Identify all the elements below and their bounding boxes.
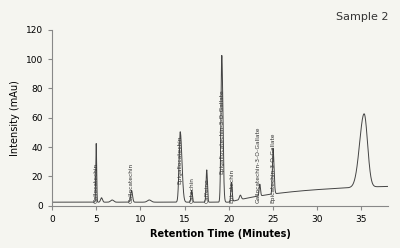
- Y-axis label: Intensity (mAu): Intensity (mAu): [10, 80, 20, 156]
- Text: Epicatechin: Epicatechin: [229, 169, 234, 203]
- Text: Epicatechin-3-O-Gallate: Epicatechin-3-O-Gallate: [270, 132, 276, 203]
- Text: Gallocatechin: Gallocatechin: [129, 163, 134, 203]
- Text: Caffeine: Caffeine: [204, 178, 209, 203]
- Text: Gallocatechin-3-O-Gallate: Gallocatechin-3-O-Gallate: [256, 126, 260, 203]
- Text: Catechin: Catechin: [189, 177, 194, 203]
- Text: Gallocatechin: Gallocatechin: [94, 163, 99, 203]
- X-axis label: Retention Time (Minutes): Retention Time (Minutes): [150, 229, 290, 239]
- Text: Epigallocatechin: Epigallocatechin: [178, 135, 183, 184]
- Text: Sample 2: Sample 2: [336, 12, 388, 22]
- Text: Epigallocatechin-3-O-Gallate: Epigallocatechin-3-O-Gallate: [219, 89, 224, 174]
